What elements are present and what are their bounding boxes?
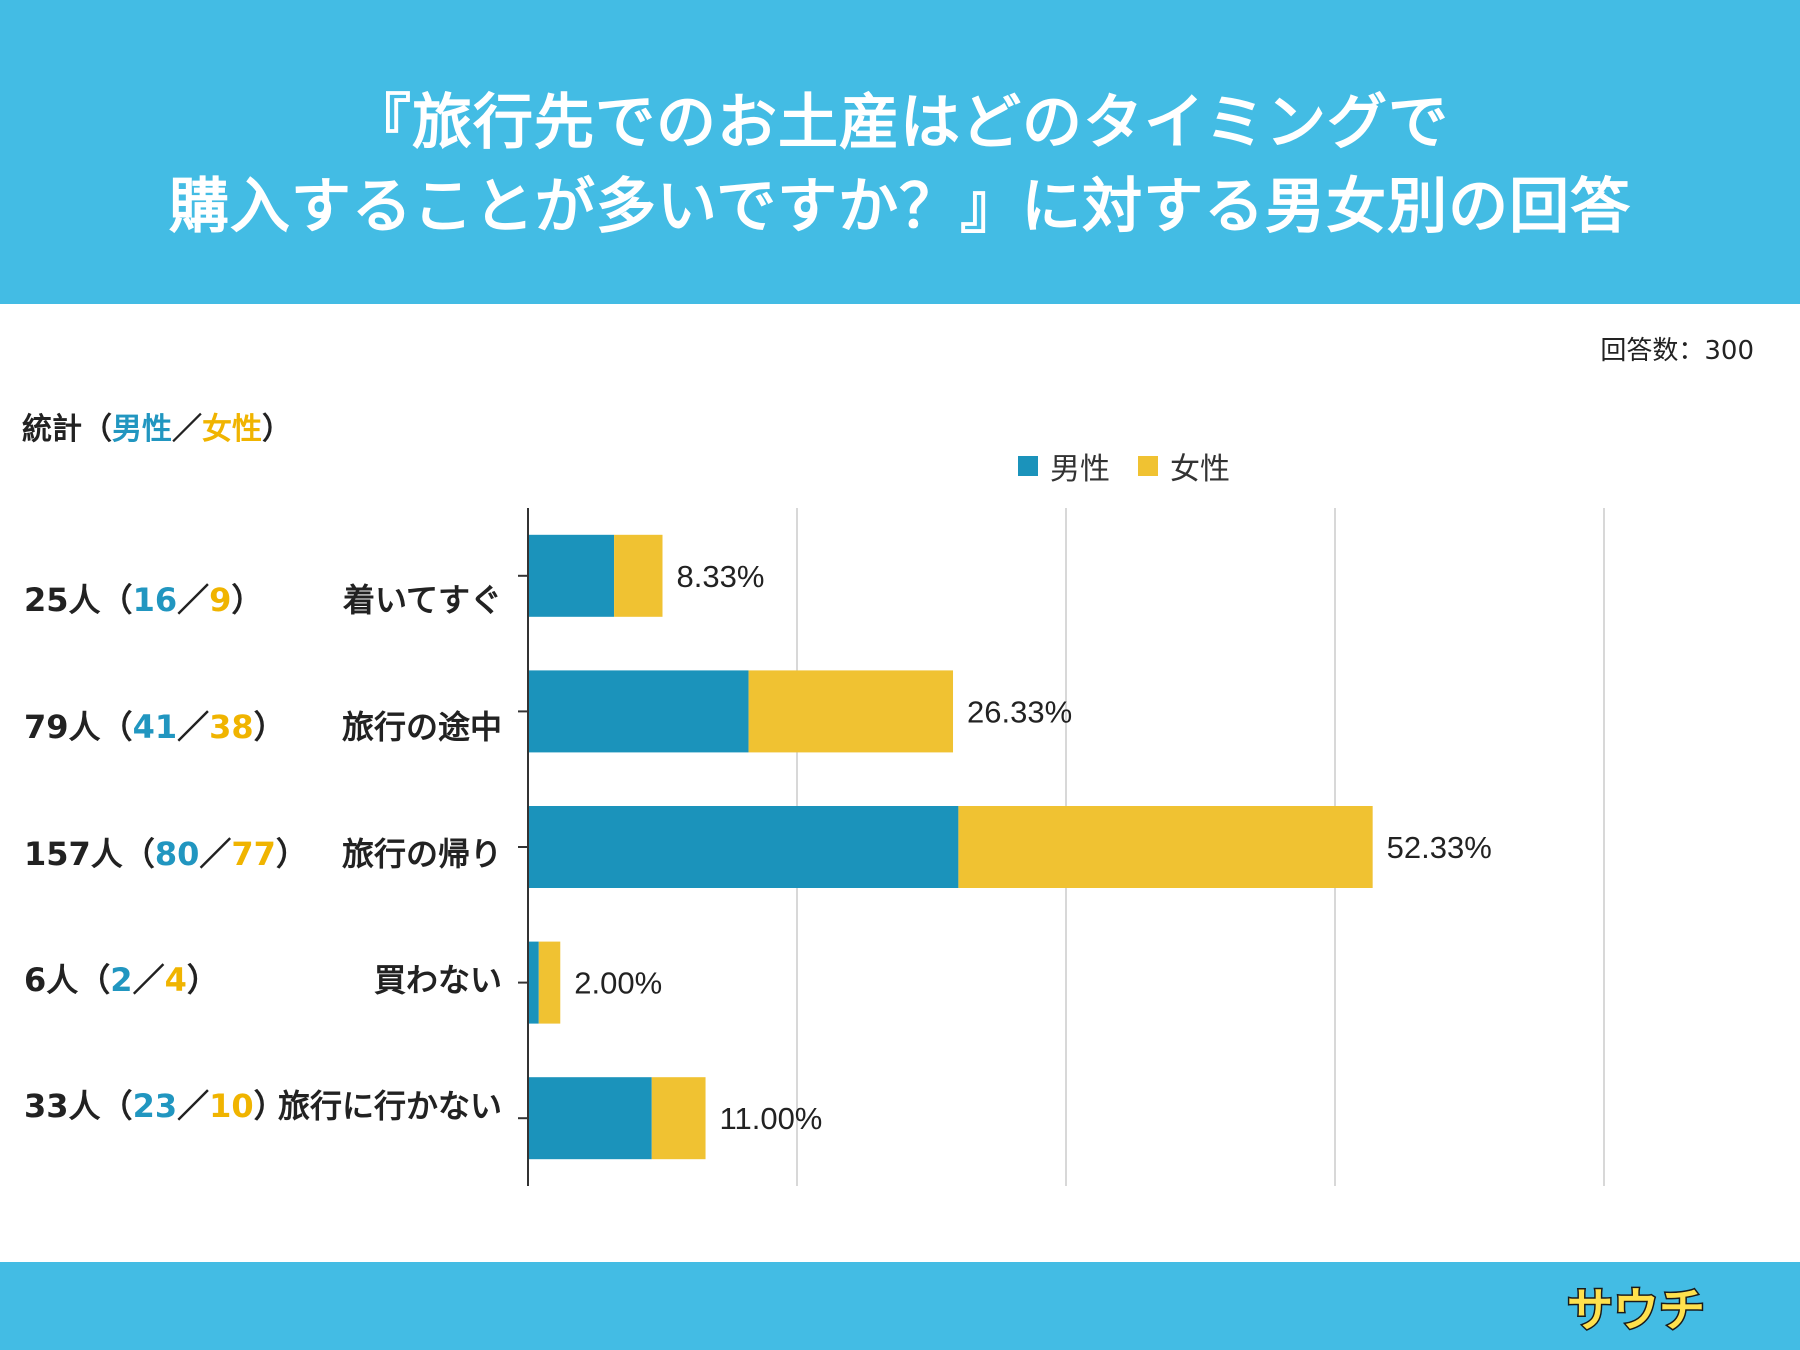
data-label: 26.33% [967, 694, 1072, 729]
category-label: 旅行に行かない [277, 1087, 502, 1125]
title-line-2: 購入することが多いですか？』に対する男女別の回答 [168, 172, 1632, 242]
stat-female: 4 [164, 961, 187, 999]
bar-male [528, 1077, 652, 1160]
category-label: 買わない [373, 961, 502, 999]
stat-female: 38 [209, 708, 254, 746]
category-label: 着いてすぐ [342, 581, 502, 619]
stat-female: 10 [209, 1087, 254, 1125]
legend-label-male: 男性 [1050, 452, 1110, 487]
stat-male: 23 [132, 1087, 178, 1125]
legend-item-male: 男性 [1018, 444, 1110, 488]
stats-header-prefix: 統計（ [22, 412, 112, 447]
stats-header-suffix: ） [262, 412, 292, 447]
title-line-1: 『旅行先でのお土産はどのタイミングで [351, 88, 1449, 158]
legend-label-female: 女性 [1170, 452, 1230, 487]
category-label: 旅行の途中 [341, 708, 502, 746]
stacked-bar-chart: 8.33% 26.33% 52.33% 2.00% 11.00% [518, 508, 1605, 1186]
chart-legend: 男性 女性 [1018, 444, 1258, 488]
stats-header-female: 女性 [202, 412, 262, 447]
stat-row: 79人（41／38） [24, 708, 286, 746]
respondent-count: 回答数：300 [1600, 336, 1754, 366]
stat-total: 25人 [24, 581, 101, 619]
stat-total: 33人 [24, 1087, 101, 1125]
bar-male [528, 806, 959, 888]
stats-header-male: 男性 [112, 412, 172, 447]
stat-female: 9 [209, 581, 232, 619]
stat-male: 2 [110, 961, 133, 999]
stat-row: 25人（16／9） [24, 581, 264, 619]
stat-male: 16 [132, 581, 178, 619]
data-label: 11.00% [720, 1101, 823, 1136]
stats-header-sep: ／ [172, 412, 202, 447]
data-label: 2.00% [574, 966, 662, 1001]
footer-bar [0, 1262, 1800, 1350]
legend-swatch-female [1138, 456, 1158, 476]
data-label: 52.33% [1387, 830, 1492, 865]
bar-female [614, 534, 663, 617]
category-label: 旅行の帰り [341, 835, 502, 873]
bar-female [748, 670, 954, 753]
stat-total: 157人 [24, 835, 123, 873]
stat-row: 6人（2／4） [24, 961, 219, 999]
bar-male [528, 941, 539, 1024]
stat-total: 79人 [24, 708, 101, 746]
stat-male: 80 [154, 835, 200, 873]
data-label: 8.33% [677, 559, 765, 594]
legend-item-female: 女性 [1138, 444, 1230, 488]
stat-row: 33人（23／10） [24, 1087, 286, 1125]
logo-text: サウチ [1567, 1284, 1705, 1336]
stat-row: 157人（80／77） [24, 835, 308, 873]
header-banner: 『旅行先でのお土産はどのタイミングで 購入することが多いですか？』に対する男女別… [0, 0, 1800, 304]
bar-male [528, 670, 749, 753]
bar-female [538, 941, 561, 1024]
stat-male: 41 [132, 708, 178, 746]
stats-header: 統計（男性／女性） [22, 404, 292, 448]
bar-female [651, 1077, 706, 1160]
legend-swatch-male [1018, 456, 1038, 476]
stat-female: 77 [231, 835, 276, 873]
bar-female [958, 806, 1373, 888]
stat-total: 6人 [24, 961, 79, 999]
bar-male [528, 534, 615, 617]
sauchi-logo: サウチ [1566, 1283, 1707, 1338]
